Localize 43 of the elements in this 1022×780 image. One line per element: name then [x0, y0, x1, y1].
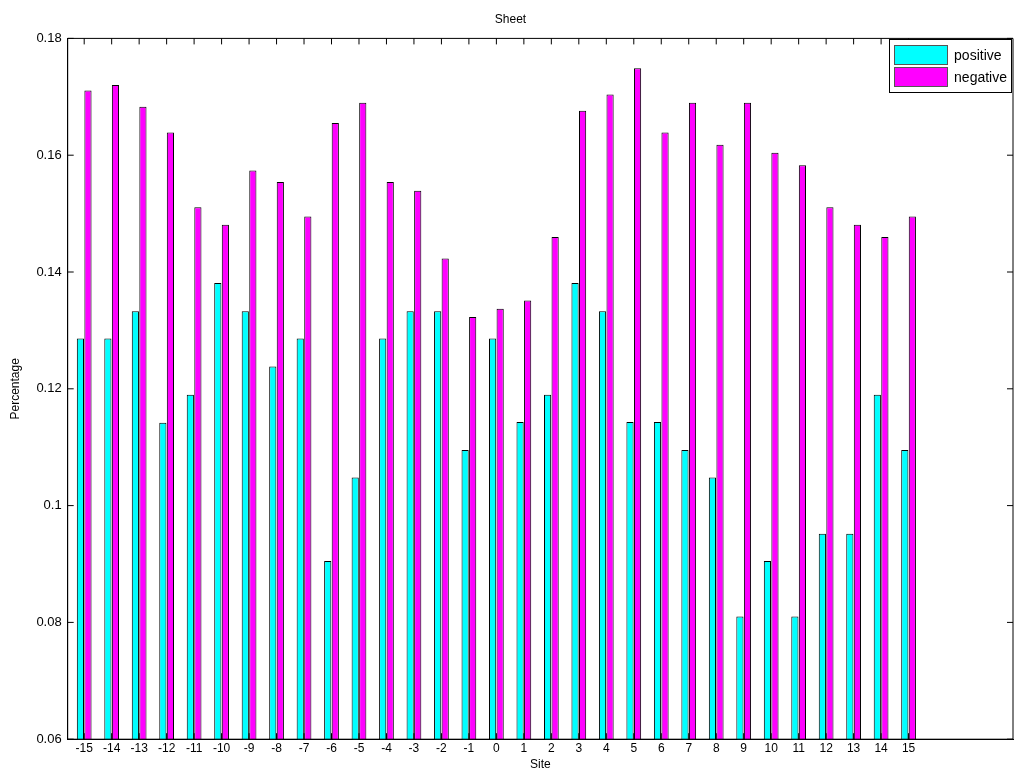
x-tick-label: -4: [381, 740, 393, 755]
x-tick-label: 5: [630, 740, 638, 755]
y-tick-label: 0.12: [36, 380, 62, 396]
x-tick-label: 14: [874, 740, 889, 755]
y-axis-title: Percentage: [7, 357, 22, 420]
x-tick-label: 1: [520, 740, 528, 755]
chart-title: Sheet: [494, 11, 527, 26]
x-tick-label: -7: [298, 740, 310, 755]
x-tick-label: 13: [846, 740, 861, 755]
x-tick-label: 2: [548, 740, 555, 755]
x-tick-label: -14: [103, 740, 121, 755]
y-tick-label: 0.14: [36, 263, 62, 279]
x-tick-label: -5: [353, 740, 365, 755]
x-tick-label: 9: [740, 740, 748, 755]
x-tick-label: 8: [712, 740, 720, 755]
x-tick-label: -2: [436, 740, 448, 755]
y-tick-label: 0.18: [36, 29, 62, 45]
y-tick-label: 0.06: [36, 730, 62, 746]
x-tick-label: 6: [657, 740, 665, 755]
x-tick-label: 15: [901, 740, 916, 755]
legend-label: negative: [954, 69, 1007, 86]
x-tick-label: 12: [819, 740, 834, 755]
y-tick-label: 0.1: [43, 497, 62, 513]
x-tick-label: -9: [243, 740, 255, 755]
x-tick-label: -1: [463, 740, 475, 755]
x-tick-label: 4: [602, 740, 610, 755]
x-tick-label: -3: [408, 740, 420, 755]
y-tick-label: 0.16: [36, 146, 62, 162]
y-tick-label: 0.08: [36, 613, 62, 629]
x-tick-label: -10: [212, 740, 231, 755]
x-tick-label: -11: [185, 740, 203, 755]
x-axis-title: Site: [530, 757, 552, 772]
x-tick-label: 0: [493, 740, 501, 755]
x-tick-label: -13: [130, 740, 149, 755]
x-tick-label: 10: [764, 740, 779, 755]
legend-label: positive: [954, 47, 1002, 64]
x-tick-label: -15: [75, 740, 94, 755]
x-tick-label: -8: [271, 740, 283, 755]
x-tick-label: -12: [157, 740, 176, 755]
x-tick-label: -6: [326, 740, 338, 755]
x-tick-label: 3: [575, 740, 583, 755]
x-tick-label: 11: [792, 740, 806, 755]
x-tick-label: 7: [685, 740, 693, 755]
